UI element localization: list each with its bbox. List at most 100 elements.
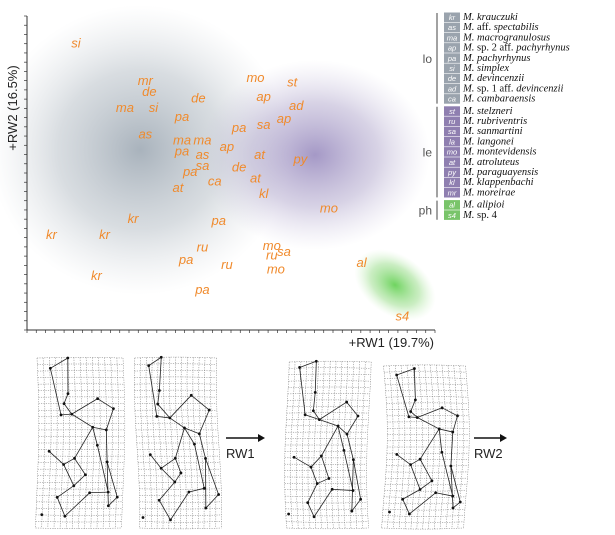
landmark-dot: [183, 426, 186, 430]
legend-swatch: [444, 12, 460, 23]
landmark-dot: [292, 455, 296, 459]
legend-code: at: [449, 158, 456, 167]
landmark-dot: [430, 479, 434, 483]
point-label-de: de: [191, 90, 205, 105]
point-label-at: at: [254, 147, 266, 162]
legend-name: M. sanmartini: [462, 126, 523, 137]
point-label-ap: ap: [277, 111, 291, 126]
landmark-dot: [313, 391, 317, 394]
landmark-dot: [314, 359, 318, 363]
rw2-arrow: [474, 434, 507, 442]
legend-code: mr: [448, 188, 457, 197]
landmark-dot: [70, 412, 74, 416]
point-label-ap: ap: [256, 89, 270, 104]
legend-name: M. macrogranulosus: [462, 32, 550, 43]
legend-swatch: [444, 32, 460, 43]
landmark-dot: [73, 456, 76, 460]
legend-swatch: [444, 147, 460, 157]
point-label-de: de: [232, 159, 246, 174]
landmark-dot: [287, 512, 291, 516]
legend-code: al: [449, 201, 455, 210]
legend-name: M. sp. 2 aff. pachyrhynus: [462, 43, 570, 54]
point-label-pa: pa: [194, 282, 209, 297]
legend-code: de: [448, 74, 456, 83]
landmark-dot: [415, 416, 419, 419]
landmark-dot: [311, 409, 315, 413]
rw2-label: RW2: [474, 446, 503, 461]
landmark-dot: [345, 400, 349, 404]
landmark-dot: [187, 490, 191, 494]
legend-swatch: [444, 83, 460, 94]
point-label-ma: ma: [193, 133, 211, 148]
landmark-dot: [155, 414, 159, 418]
landmark-dot: [62, 463, 66, 466]
legend-swatch: [444, 106, 460, 116]
landmark-dot: [84, 473, 87, 477]
landmark-dot: [434, 491, 438, 495]
legend-swatch: [444, 136, 460, 147]
landmark-dot: [345, 432, 349, 436]
point-label-pa: pa: [174, 109, 189, 124]
landmark-dot: [115, 495, 119, 499]
legend-swatch: [444, 116, 460, 127]
landmark-dot: [55, 495, 59, 499]
deformation-grids: [35, 355, 470, 530]
cloud-ph: [354, 249, 436, 321]
point-label-kr: kr: [91, 268, 103, 283]
legend-code: sa: [448, 127, 456, 136]
point-label-at: at: [173, 180, 185, 195]
legend-name: M. devincenzii: [462, 73, 524, 84]
landmark-dot: [395, 453, 399, 456]
legend-swatch: [444, 187, 460, 198]
point-label-pa: pa: [178, 252, 193, 267]
landmark-dot: [413, 398, 417, 402]
landmark-dot: [141, 516, 145, 519]
landmark-dot: [40, 513, 44, 517]
point-label-mr: mr: [138, 73, 154, 88]
landmark-dot: [409, 410, 413, 413]
landmark-dot: [401, 497, 405, 501]
point-label-st: st: [287, 75, 299, 90]
legend-name: M. langonei: [462, 136, 514, 147]
rw1-label: RW1: [226, 446, 255, 461]
landmark-dot: [62, 402, 66, 406]
landmark-dot: [48, 366, 52, 370]
point-label-mo: mo: [246, 70, 264, 85]
deformation-grid-2: [134, 355, 222, 530]
point-label-al: al: [356, 255, 367, 270]
landmark-dot: [157, 389, 161, 392]
landmark-dot: [179, 471, 183, 475]
landmark-dot: [451, 506, 455, 510]
legend-name: M. simplex: [462, 63, 509, 74]
point-label-kr: kr: [128, 211, 140, 226]
landmark-dot: [193, 442, 196, 446]
landmark-dot: [168, 416, 172, 420]
point-label-mo: mo: [320, 200, 338, 215]
landmark-dot: [105, 460, 109, 464]
legend-code: st: [449, 107, 456, 116]
point-label-sa: sa: [196, 158, 210, 173]
landmark-dot: [315, 482, 319, 485]
legend: kr M. krauczuki as M. aff. spectabilis ma M. …: [419, 12, 570, 221]
point-label-as: as: [138, 126, 152, 141]
landmark-dot: [112, 407, 115, 411]
landmark-dot: [159, 355, 163, 359]
landmark-dot: [320, 454, 323, 458]
landmark-dot: [88, 491, 92, 495]
deformation-grid-1: [35, 356, 126, 529]
landmark-dot: [63, 514, 67, 518]
legend-code: as: [448, 23, 456, 32]
legend-code: kl: [449, 178, 455, 187]
landmark-dot: [359, 497, 363, 501]
point-label-de: de: [142, 84, 156, 99]
point-label-ma: ma: [173, 133, 191, 148]
landmark-dot: [407, 512, 411, 516]
point-label-sa: sa: [277, 244, 291, 259]
landmark-dot: [456, 414, 459, 418]
legend-swatch: [444, 53, 460, 63]
legend-swatch: [444, 157, 460, 167]
legend-name: M. stelzneri: [462, 106, 513, 117]
legend-name: M. montevidensis: [462, 147, 537, 158]
landmark-dot: [451, 430, 455, 434]
